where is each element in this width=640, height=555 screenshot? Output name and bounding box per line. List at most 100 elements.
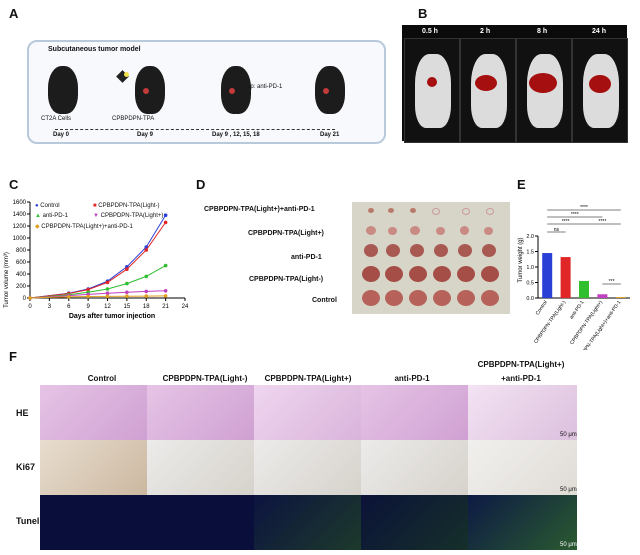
chart-e-category-label: Control — [535, 300, 549, 317]
chart-e-category-label: anti-PD-1 — [569, 300, 586, 321]
light-spot-icon — [124, 72, 129, 77]
ki67-control — [40, 440, 149, 495]
scale-bar-tunel: 50 μm — [560, 542, 577, 548]
mouse-4 — [315, 66, 345, 114]
chart-c-xtick-label: 24 — [182, 304, 189, 310]
mouse-2 — [135, 66, 165, 114]
chart-c-ytick-label: 800 — [16, 248, 27, 254]
timeline — [55, 129, 335, 130]
chart-e-sig-label: *** — [609, 279, 615, 285]
panel-letter-e: E — [517, 177, 526, 192]
chart-e-sig-label: ns — [554, 227, 560, 233]
ki67-combo — [468, 440, 577, 495]
chart-c-ytick-label: 1400 — [13, 212, 27, 218]
tumor-weight-chart: Tumor weight (g) 0.0 0.5 1.0 1.5 2.0 Control C… — [518, 205, 630, 350]
tumor-dot-4 — [323, 88, 329, 94]
he-combo — [468, 385, 577, 440]
chart-e-bar — [579, 280, 589, 298]
chart-e-bar — [597, 294, 608, 298]
tunel-combo — [468, 495, 577, 550]
schema-title: Subcutaneous tumor model — [48, 46, 141, 53]
chart-e-ytick-label: 2.0 — [526, 234, 534, 240]
imaging-mouse-8h — [516, 38, 572, 143]
chart-c-ytick-label: 600 — [16, 260, 27, 266]
timepoint-2h: 2 h — [480, 28, 491, 35]
f-col-light-minus: CPBPDPN-TPA(Light-) — [162, 374, 248, 383]
he-light-plus — [254, 385, 363, 440]
chart-c-point — [105, 294, 110, 299]
chart-e-sig-label: **** — [571, 212, 579, 218]
chart-c-xtick-label: 0 — [28, 304, 32, 310]
tunel-control — [40, 495, 149, 550]
chart-c-ytick-label: 1000 — [13, 236, 27, 242]
scale-bar-ki67: 50 μm — [560, 487, 577, 493]
mouse-1 — [48, 66, 78, 114]
chart-c-point — [86, 294, 90, 299]
tumor-photo — [352, 202, 510, 314]
chart-e-sig-label: **** — [599, 219, 607, 225]
day-0: Day 0 — [53, 132, 70, 138]
chart-c-point — [66, 295, 71, 299]
chart-c-xtick-label: 18 — [143, 304, 150, 310]
chart-c-point — [125, 267, 129, 271]
chart-c-point — [144, 274, 149, 279]
ki67-light-minus — [147, 440, 256, 495]
chart-c-xtick-label: 3 — [48, 304, 52, 310]
tunel-light-plus — [254, 495, 363, 550]
chart-c-point — [163, 220, 168, 225]
panel-letter-a: A — [9, 6, 19, 21]
chart-c-xlabel: Days after tumor injection — [69, 313, 155, 320]
he-light-minus — [147, 385, 256, 440]
scale-bar-he: 50 μm — [560, 432, 577, 438]
day-21: Day 21 — [320, 132, 340, 138]
chart-c-xtick-label: 21 — [162, 304, 169, 310]
chart-e-ytick-label: 1.0 — [526, 265, 534, 271]
f-row-he: HE — [16, 408, 29, 418]
tunel-light-minus — [147, 495, 256, 550]
chart-c-ytick-label: 0 — [23, 296, 27, 302]
chart-e-category-label: CPBPDPN-TPA(Light+) — [569, 299, 604, 346]
mouse-3 — [221, 66, 251, 114]
imaging-mouse-0-5h — [404, 38, 460, 143]
legend-c-control: Control — [40, 203, 60, 209]
panel-letter-f: F — [9, 349, 17, 364]
legend-c-light-minus: CPBPDPN-TPA(Light-) — [98, 203, 160, 209]
chart-c-point — [163, 289, 168, 293]
chart-c-point — [125, 290, 129, 295]
chart-e-sig-label: **** — [562, 219, 570, 225]
label-anti-pd1: ip: anti-PD-1 — [249, 84, 283, 90]
legend-c-combo: CPBPDPN-TPA(Light+)+anti-PD-1 — [41, 224, 133, 230]
chart-c-xtick-label: 6 — [67, 304, 71, 310]
chart-c-ylabel: Tumor volume (mm³) — [4, 252, 10, 308]
he-control — [40, 385, 149, 440]
ki67-anti-pd1 — [361, 440, 470, 495]
chart-e-bar — [560, 257, 571, 298]
ki67-light-plus — [254, 440, 363, 495]
chart-c-point — [144, 294, 149, 298]
label-cpbpdpn: CPBPDPN-TPA — [112, 116, 155, 122]
f-col-anti-pd1: anti-PD-1 — [394, 374, 430, 383]
chart-e-bar — [542, 253, 553, 298]
timepoint-24h: 24 h — [592, 28, 607, 35]
chart-c-ytick-label: 1200 — [13, 224, 27, 230]
chart-c-point — [105, 280, 110, 285]
chart-c-ytick-label: 400 — [16, 272, 27, 278]
tumor-dot-3 — [229, 88, 235, 94]
timepoint-0-5h: 0.5 h — [422, 28, 438, 35]
panel-letter-b: B — [418, 6, 428, 21]
chart-c-point — [144, 289, 149, 294]
tumor-dot-2 — [143, 88, 149, 94]
chart-e-ylabel: Tumor weight (g) — [518, 237, 524, 282]
panel-letter-c: C — [9, 177, 19, 192]
tumor-volume-chart: Tumor volume (mm³) Days after tumor inje… — [4, 200, 189, 320]
imaging-mouse-24h — [572, 38, 628, 143]
chart-c-series-line — [29, 265, 166, 299]
d-row-label-light-plus: CPBPDPN-TPA(Light+) — [248, 230, 324, 237]
d-row-label-combo: CPBPDPN-TPA(Light+)+anti-PD-1 — [204, 206, 315, 213]
chart-c-xtick-label: 15 — [124, 304, 131, 310]
panel-letter-d: D — [196, 177, 206, 192]
f-row-tunel: Tunel — [16, 516, 40, 526]
chart-c-point — [125, 281, 129, 286]
chart-c-point — [28, 296, 32, 300]
d-row-label-control: Control — [312, 297, 337, 304]
